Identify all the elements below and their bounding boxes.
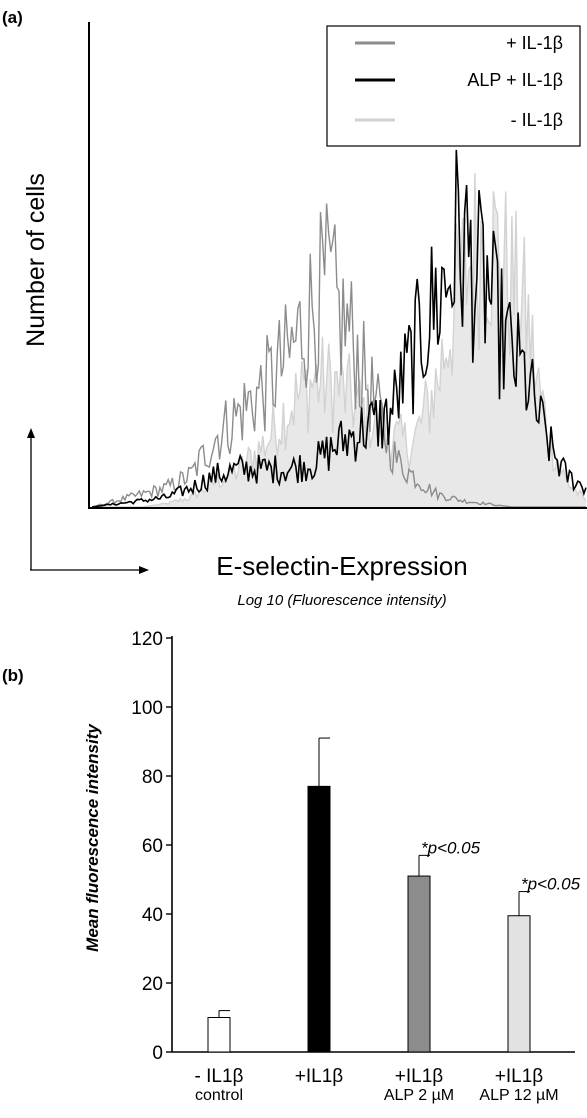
histogram-series-1	[91, 203, 586, 508]
bar-3	[507, 915, 531, 1053]
bar-category-label-2: +IL1β	[395, 1066, 444, 1087]
bar-y-tick-label: 20	[142, 974, 163, 995]
bar-y-label: Mean fluorescence intensity	[83, 723, 102, 952]
legend-label-1: + IL-1β	[506, 33, 563, 53]
bar-category-label-0: - IL1β	[195, 1066, 244, 1087]
histogram-x-sublabel: Log 10 (Fluorescence intensity)	[237, 592, 446, 609]
histogram-x-label: E-selectin-Expression	[216, 551, 467, 581]
bar-axes: 0 20 40 60 80 100 120	[131, 629, 575, 1064]
histogram-series-group	[91, 149, 587, 508]
bar-1	[307, 785, 331, 1053]
bar-category-label-1: +IL1β	[295, 1066, 344, 1087]
legend-label-3: - IL-1β	[511, 110, 563, 130]
bar-y-tick-label: 120	[131, 629, 163, 650]
bar-2	[407, 875, 431, 1053]
bar-y-tick-label: 100	[131, 698, 163, 719]
bar-y-tick-label: 40	[142, 905, 163, 926]
legend-label-2: ALP + IL-1β	[467, 70, 563, 90]
histogram-y-label: Number of cells	[22, 173, 50, 347]
significance-label-3: *p<0.05	[521, 875, 581, 894]
bar-y-tick-label: 80	[142, 767, 163, 788]
histogram-fill-0	[92, 173, 586, 507]
histogram-series-0	[92, 173, 587, 508]
bar-y-tick-label: 60	[142, 836, 163, 857]
histogram-series-2	[91, 149, 587, 508]
histogram-chart: + IL-1β ALP + IL-1β - IL-1β Number of ce…	[22, 22, 587, 609]
bar-chart: Mean fluorescence intensity 0 20 40 60 80 100…	[83, 629, 581, 1104]
significance-label-2: *p<0.05	[421, 838, 481, 857]
bar-0	[207, 1017, 231, 1053]
bar-category-sublabel-2: ALP 2 µM	[384, 1087, 454, 1104]
histogram-legend: + IL-1β ALP + IL-1β - IL-1β	[326, 25, 581, 147]
panel-a-label: (a)	[2, 8, 23, 27]
axis-arrows	[27, 428, 149, 574]
bar-category-sublabel-0: control	[195, 1087, 243, 1104]
bar-category-label-3: +IL1β	[495, 1066, 544, 1087]
panel-b-label: (b)	[2, 666, 24, 685]
bar-y-tick-label: 0	[152, 1043, 163, 1064]
bar-category-sublabel-3: ALP 12 µM	[479, 1087, 558, 1104]
